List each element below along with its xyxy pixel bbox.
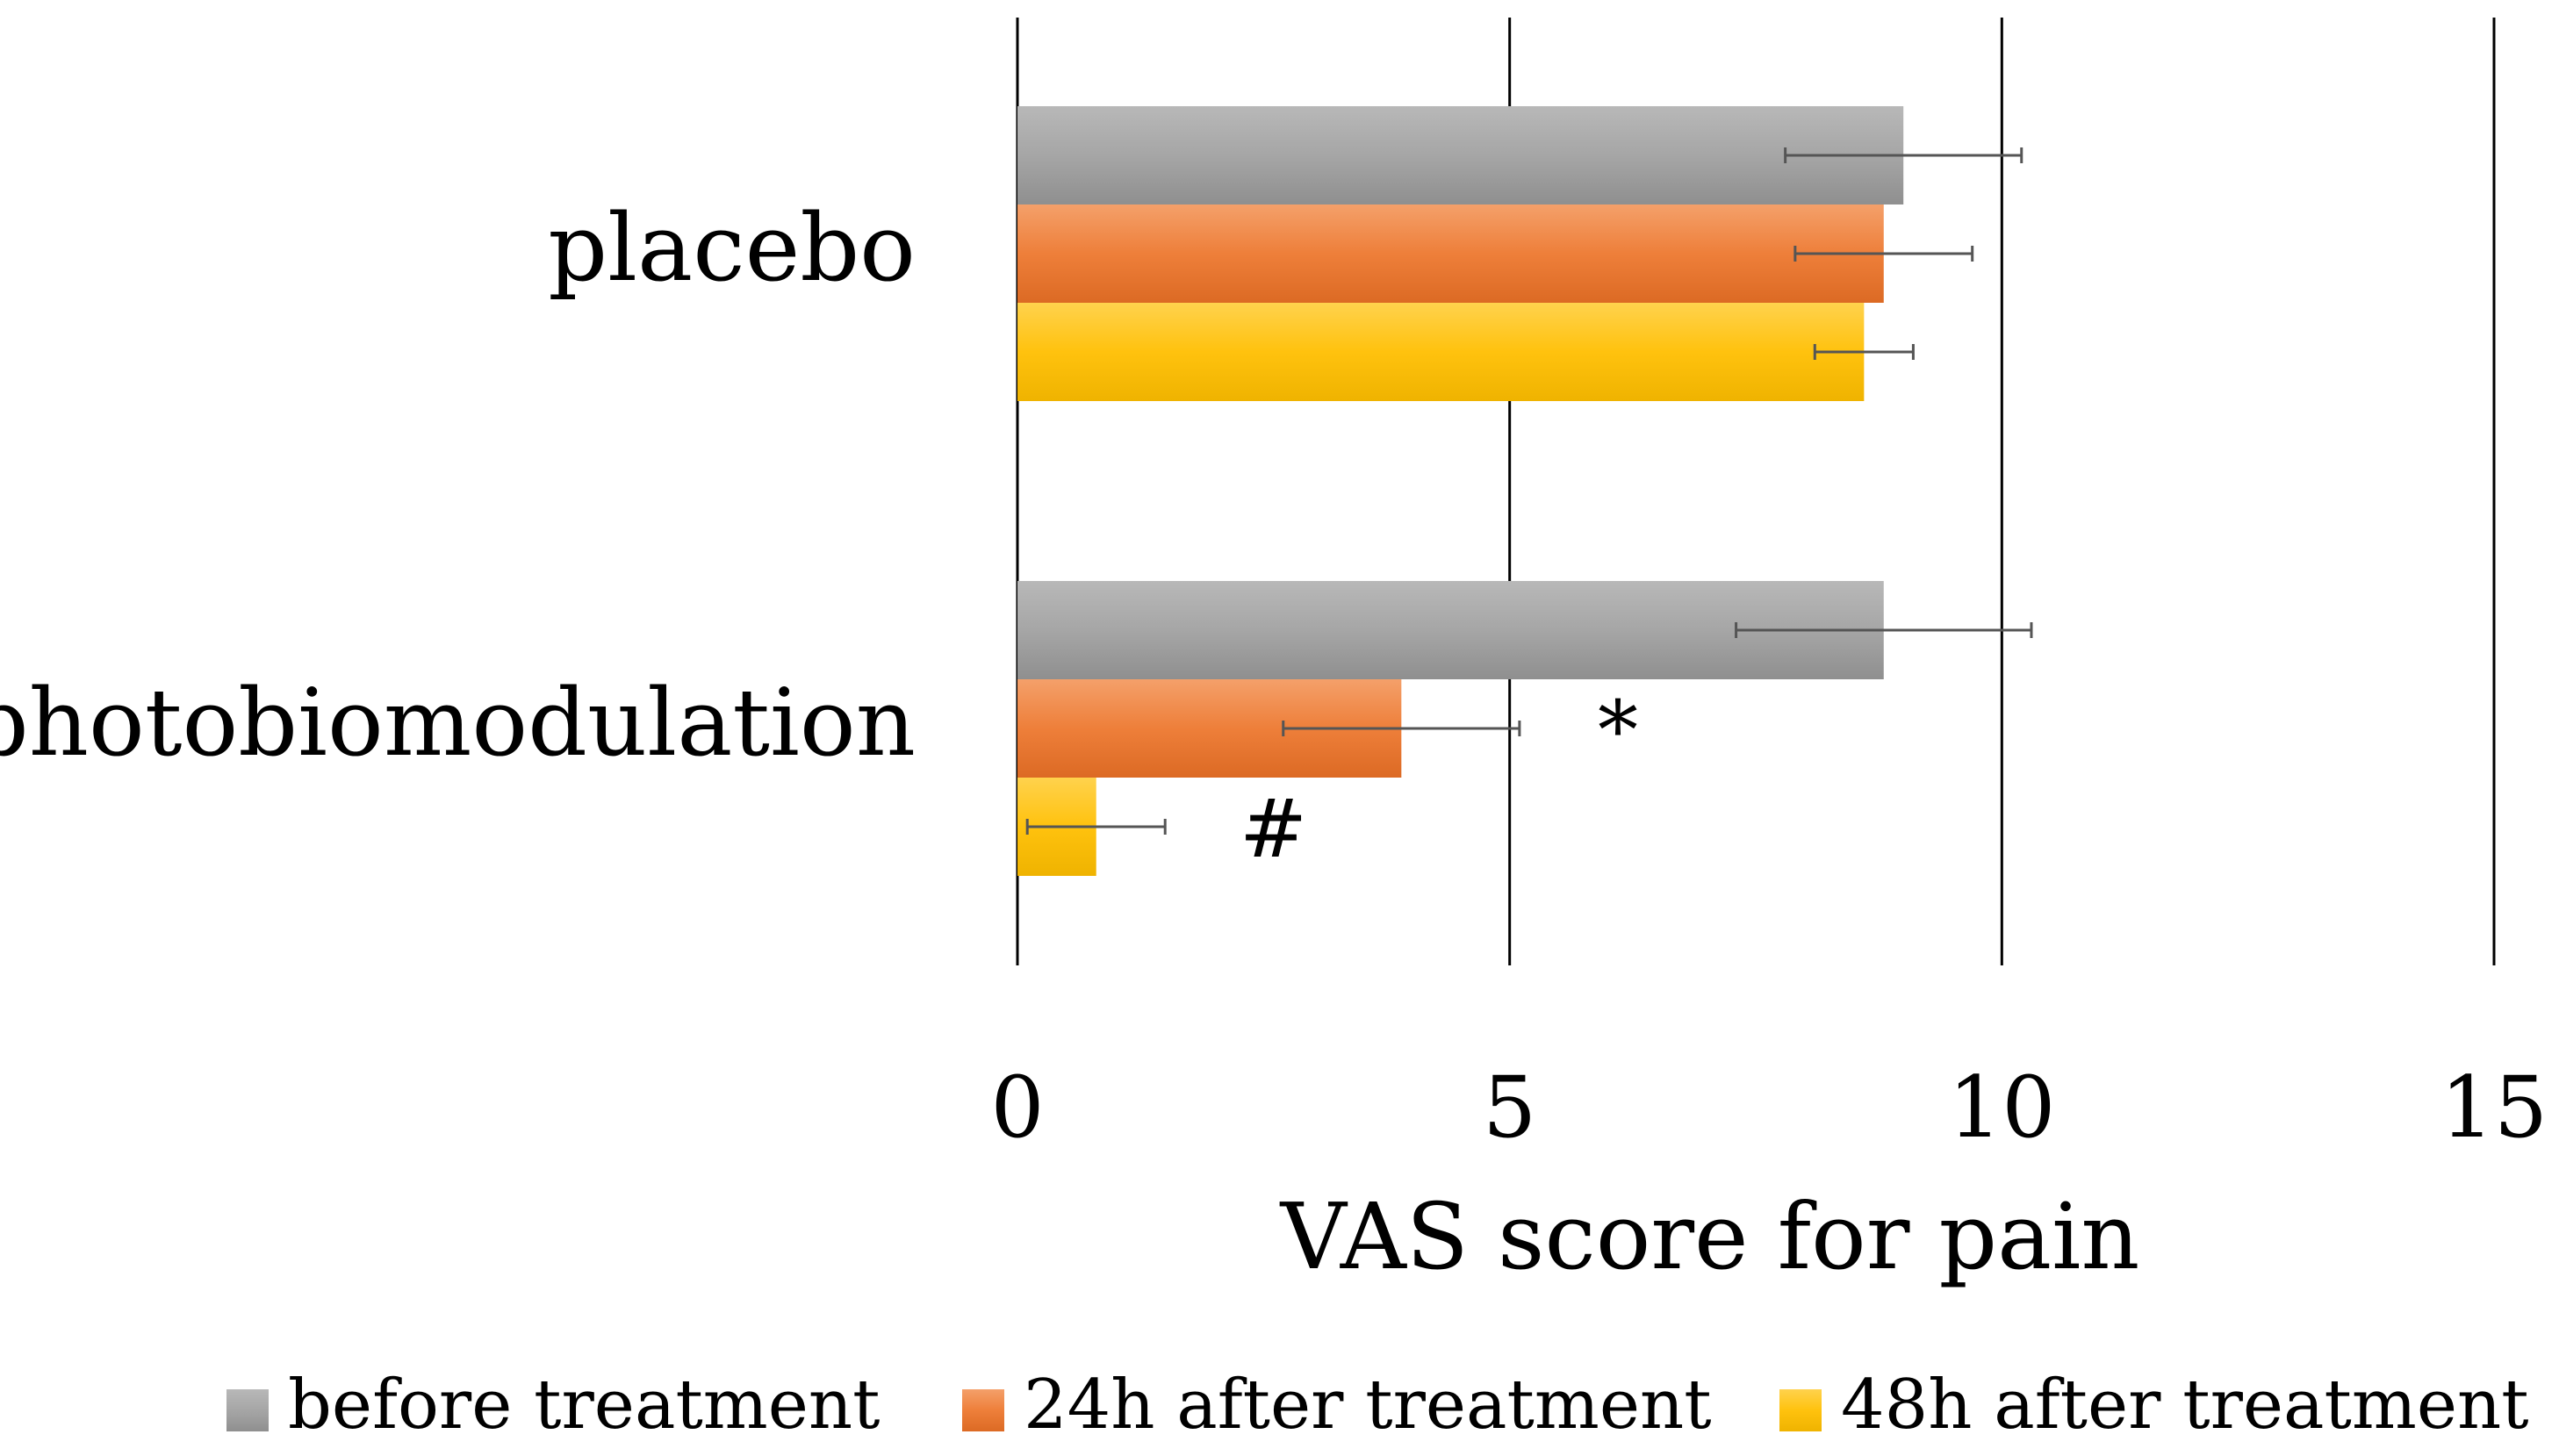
legend-item-24h-after-treatment[interactable]: 24h after treatment bbox=[962, 1366, 1712, 1445]
x-tick-label-10: 10 bbox=[1948, 1058, 2055, 1157]
error-bar-placebo-before-treatment bbox=[1784, 147, 2023, 163]
category-label-placebo: placebo bbox=[548, 194, 916, 302]
category-labels: placebo photobiomodulation bbox=[0, 194, 916, 777]
legend-item-48h-after-treatment[interactable]: 48h after treatment bbox=[1779, 1366, 2529, 1445]
bar-placebo-24h-after-treatment bbox=[1017, 204, 1884, 303]
x-tick-label-5: 5 bbox=[1483, 1058, 1536, 1157]
error-bar-photobiomodulation-24h-after-treatment bbox=[1282, 721, 1521, 736]
error-bar-photobiomodulation-before-treatment bbox=[1735, 622, 2033, 638]
annotation-0: * bbox=[1598, 684, 1638, 778]
legend-swatch-48h-after-treatment bbox=[1779, 1389, 1822, 1431]
category-label-photobiomodulation: photobiomodulation bbox=[0, 669, 916, 777]
x-tick-label-0: 0 bbox=[990, 1058, 1044, 1157]
bars bbox=[1017, 106, 1904, 876]
error-bars bbox=[1025, 147, 2033, 835]
legend-label-48h-after-treatment: 48h after treatment bbox=[1841, 1366, 2529, 1445]
legend-item-before-treatment[interactable]: before treatment bbox=[226, 1366, 881, 1445]
bar-placebo-before-treatment bbox=[1017, 106, 1904, 204]
x-tick-label-15: 15 bbox=[2440, 1058, 2548, 1157]
legend-label-before-treatment: before treatment bbox=[288, 1366, 881, 1445]
x-tick-labels: 0 5 10 15 bbox=[990, 1058, 2548, 1157]
legend-swatch-before-treatment bbox=[226, 1389, 269, 1431]
error-bar-photobiomodulation-48h-after-treatment bbox=[1025, 819, 1167, 835]
x-axis-title: VAS score for pain bbox=[1279, 1183, 2140, 1290]
annotation-1: # bbox=[1240, 782, 1307, 876]
error-bar-placebo-24h-after-treatment bbox=[1793, 246, 1974, 262]
legend-swatch-24h-after-treatment bbox=[962, 1389, 1004, 1431]
legend[interactable]: before treatment 24h after treatment 48h a… bbox=[226, 1366, 2529, 1445]
bar-placebo-48h-after-treatment bbox=[1017, 303, 1865, 401]
significance-annotations: *# bbox=[1240, 684, 1638, 876]
legend-label-24h-after-treatment: 24h after treatment bbox=[1024, 1366, 1712, 1445]
error-bar-placebo-48h-after-treatment bbox=[1813, 344, 1915, 360]
